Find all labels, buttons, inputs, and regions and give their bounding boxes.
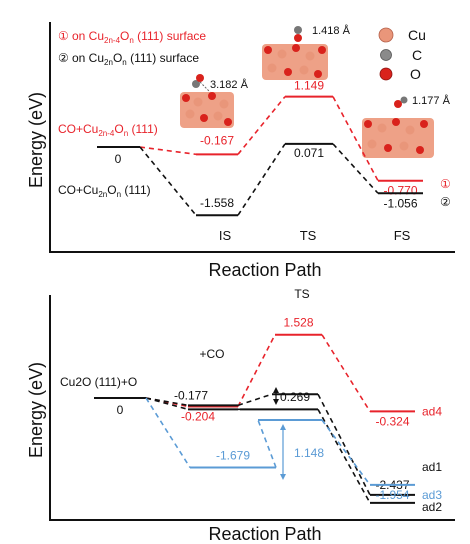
c-atom-label: C — [412, 47, 422, 63]
connector-black-0 — [139, 146, 197, 216]
state-label-is: IS — [219, 228, 232, 243]
start-state-label: Cu2O (111)+O — [60, 375, 137, 389]
top-panel: Energy (eV) Reaction Path ① on Cu2n-4On … — [26, 22, 455, 280]
series-name-ad1: ad1 — [422, 460, 442, 474]
legend-marker-2: ② — [58, 51, 69, 65]
o-atom-label: O — [410, 66, 421, 82]
connector-ad4-2 — [321, 334, 371, 412]
connector-ad1-2 — [317, 393, 371, 496]
ts-structure: 1.418 Å — [262, 24, 351, 80]
connector-ad1-0 — [145, 397, 189, 407]
fs-structure: 1.177 Å — [362, 94, 451, 158]
top-x-axis-label: Reaction Path — [208, 260, 321, 280]
ts-distance-label: 1.418 Å — [312, 24, 351, 37]
cu-atom-label: Cu — [408, 27, 426, 43]
legend-text-2: on Cu2nOn (111) surface — [72, 51, 199, 67]
value-label-red-1: -0.167 — [200, 133, 234, 147]
connector-ad2-0 — [145, 397, 189, 411]
value-label-ad4-TS: 1.528 — [283, 316, 313, 330]
fs-distance-label: 1.177 Å — [412, 94, 451, 107]
reactant-label-2: CO+Cu2nOn (111) — [58, 183, 151, 199]
connector-ad4-1 — [237, 334, 276, 407]
end-marker-1: ① — [440, 177, 451, 191]
top-legend: ① on Cu2n-4On (111) surface ② on Cu2nOn … — [58, 29, 206, 67]
state-label-fs: FS — [394, 228, 411, 243]
value-label-ad4-IS: -0.204 — [181, 409, 215, 423]
atom-legend: Cu C O — [378, 27, 426, 82]
series-name-ad2: ad2 — [422, 500, 442, 514]
series-name-ad4: ad4 — [422, 404, 442, 418]
bottom-panel: Energy (eV) Reaction Path Cu2O (111)+O 0… — [26, 287, 455, 544]
top-y-axis-label: Energy (eV) — [26, 92, 46, 188]
co-label: +CO — [199, 347, 224, 361]
connector-red-1 — [237, 96, 286, 155]
bottom-x-axis-label: Reaction Path — [208, 524, 321, 544]
connector-ad1-1 — [237, 393, 273, 407]
state-label-ts: TS — [300, 228, 317, 243]
cu-atom-swatch — [378, 27, 394, 43]
c-atom-swatch — [380, 49, 392, 61]
connector-black-2 — [332, 143, 379, 194]
connector-ad3-1 — [257, 419, 277, 468]
value-label-ad3-FS: -1.954 — [375, 488, 409, 502]
reactant-label-1: CO+Cu2n-4On (111) — [58, 122, 158, 138]
value-label-black-3: -1.056 — [383, 196, 417, 210]
value-label-ad4-FS: -0.324 — [375, 414, 409, 428]
connector-red-0 — [139, 146, 197, 156]
legend-text-1: on Cu2n-4On (111) surface — [72, 29, 206, 45]
barrier-label-ad3: 1.148 — [294, 446, 324, 460]
value-label-black-2: 0.071 — [294, 146, 324, 160]
barrier-label-ad1: 0.269 — [280, 390, 310, 404]
connector-red-2 — [332, 96, 379, 182]
end-marker-2: ② — [440, 195, 451, 209]
bottom-plot-area: -0.2041.528-0.324ad4-0.177-2.437ad1ad2-1… — [94, 316, 442, 514]
value-label-ad1-IS: -0.177 — [174, 388, 208, 402]
connector-black-1 — [237, 143, 286, 216]
connector-ad2-2 — [317, 408, 371, 504]
value-label-red-2: 1.149 — [294, 79, 324, 93]
legend-marker-1: ① — [58, 29, 69, 43]
value-label-black-0: 0 — [115, 152, 122, 166]
ts-label: TS — [294, 287, 309, 301]
is-structure: 3.182 Å — [180, 74, 249, 128]
series-name-ad3: ad3 — [422, 488, 442, 502]
value-label-ad3-IS: -1.679 — [216, 449, 250, 463]
connector-ad3-0 — [145, 397, 191, 468]
value-label-black-1: -1.558 — [200, 196, 234, 210]
connector-ad3-2 — [321, 419, 371, 486]
start-value-label: 0 — [117, 403, 124, 417]
is-distance-label: 3.182 Å — [210, 78, 249, 91]
bottom-y-axis-label: Energy (eV) — [26, 362, 46, 458]
o-atom-swatch — [379, 67, 393, 81]
